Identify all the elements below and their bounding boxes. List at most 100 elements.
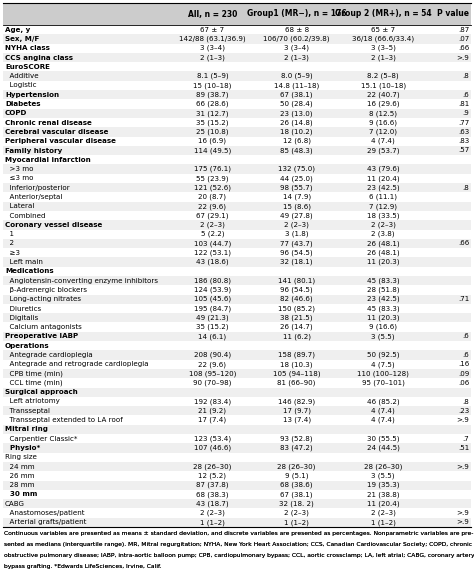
Text: 124 (53.9): 124 (53.9) — [194, 286, 231, 293]
Bar — [3, 462, 471, 471]
Text: Antegrade and retrograde cardioplegia: Antegrade and retrograde cardioplegia — [5, 361, 149, 367]
Bar — [3, 109, 471, 118]
Text: Coronary vessel disease: Coronary vessel disease — [5, 222, 102, 228]
Text: 11 (6.2): 11 (6.2) — [283, 333, 310, 340]
Text: 24 (44.5): 24 (44.5) — [367, 444, 400, 451]
Text: 2 (2–3): 2 (2–3) — [371, 510, 396, 517]
Text: .9: .9 — [462, 110, 469, 116]
Text: 22 (9.6): 22 (9.6) — [199, 361, 227, 368]
Text: 68 ± 8: 68 ± 8 — [284, 27, 309, 33]
Text: Anastomoses/patient: Anastomoses/patient — [5, 510, 84, 516]
Bar — [3, 146, 471, 155]
Text: 90 (70–98): 90 (70–98) — [193, 379, 232, 386]
Text: 107 (46.6): 107 (46.6) — [194, 444, 231, 451]
Text: 65 ± 7: 65 ± 7 — [371, 27, 395, 33]
Text: 6 (11.1): 6 (11.1) — [369, 193, 397, 200]
Text: 26 (14.8): 26 (14.8) — [280, 119, 313, 126]
Text: Diabetes: Diabetes — [5, 101, 40, 107]
Text: 2 (2–3): 2 (2–3) — [284, 221, 309, 228]
Text: 2 (2–3): 2 (2–3) — [200, 510, 225, 517]
Text: 3 (5.5): 3 (5.5) — [372, 472, 395, 479]
Text: 8 (12.5): 8 (12.5) — [369, 110, 397, 117]
Bar — [3, 518, 471, 527]
Text: 121 (52.6): 121 (52.6) — [194, 184, 231, 191]
Text: 45 (83.3): 45 (83.3) — [367, 277, 400, 284]
Bar — [3, 3, 471, 25]
Text: 15 (8.6): 15 (8.6) — [283, 203, 310, 210]
Text: 114 (49.5): 114 (49.5) — [194, 147, 231, 154]
Text: 122 (53.1): 122 (53.1) — [194, 249, 231, 256]
Text: Inferior/posterior: Inferior/posterior — [5, 185, 70, 191]
Text: EuroSCORE: EuroSCORE — [5, 64, 50, 70]
Text: 30 mm: 30 mm — [5, 492, 37, 497]
Text: Mitral ring: Mitral ring — [5, 426, 48, 432]
Text: 68 (38.3): 68 (38.3) — [196, 491, 228, 498]
Text: 141 (80.1): 141 (80.1) — [278, 277, 315, 284]
Text: 2 (1–3): 2 (1–3) — [371, 54, 396, 61]
Text: 142/88 (63.1/36.9): 142/88 (63.1/36.9) — [179, 35, 246, 42]
Text: 23 (13.0): 23 (13.0) — [281, 110, 313, 117]
Text: 28 (26–30): 28 (26–30) — [193, 463, 232, 470]
Text: 1 (1–2): 1 (1–2) — [371, 519, 396, 526]
Text: 17 (9.7): 17 (9.7) — [283, 407, 310, 414]
Bar — [3, 164, 471, 174]
Text: 16 (6.9): 16 (6.9) — [199, 138, 227, 145]
Text: 21 (9.2): 21 (9.2) — [199, 407, 227, 414]
Text: Sex, M/F: Sex, M/F — [5, 36, 39, 42]
Text: 67 (29.1): 67 (29.1) — [196, 212, 228, 219]
Text: CABG: CABG — [5, 501, 25, 507]
Text: obstructive pulmonary disease; IABP, intra-aortic balloon pump; CPB, cardiopulmo: obstructive pulmonary disease; IABP, int… — [4, 553, 474, 558]
Text: 18 (10.3): 18 (10.3) — [281, 361, 313, 368]
Text: Hypertension: Hypertension — [5, 92, 59, 98]
Text: 43 (18.7): 43 (18.7) — [196, 500, 229, 507]
Text: 11 (20.3): 11 (20.3) — [367, 314, 400, 321]
Text: Cerebral vascular disease: Cerebral vascular disease — [5, 129, 109, 135]
Text: 2 (1–3): 2 (1–3) — [200, 54, 225, 61]
Text: 7 (12.0): 7 (12.0) — [369, 128, 397, 135]
Text: >.9: >.9 — [456, 55, 469, 60]
Text: Anterior/septal: Anterior/septal — [5, 194, 63, 200]
Text: 68 (38.6): 68 (38.6) — [281, 482, 313, 489]
Text: 67 (38.1): 67 (38.1) — [281, 491, 313, 498]
Text: 195 (84.7): 195 (84.7) — [194, 305, 231, 312]
Text: Antegrade cardioplegia: Antegrade cardioplegia — [5, 352, 93, 358]
Text: .71: .71 — [458, 296, 469, 302]
Text: 50 (92.5): 50 (92.5) — [367, 352, 400, 358]
Text: 89 (38.7): 89 (38.7) — [196, 91, 228, 98]
Text: .57: .57 — [458, 148, 469, 153]
Text: Transseptal extended to LA roof: Transseptal extended to LA roof — [5, 417, 123, 423]
Text: 3 (5.5): 3 (5.5) — [372, 333, 395, 340]
Text: Digitalis: Digitalis — [5, 315, 38, 321]
Text: 22 (40.7): 22 (40.7) — [367, 91, 400, 98]
Text: 11 (20.4): 11 (20.4) — [367, 175, 400, 182]
Text: .66: .66 — [458, 45, 469, 51]
Text: 11 (20.4): 11 (20.4) — [367, 500, 400, 507]
Text: 20 (8.7): 20 (8.7) — [199, 193, 227, 200]
Text: .8: .8 — [462, 399, 469, 404]
Bar — [3, 276, 471, 285]
Bar — [3, 425, 471, 434]
Text: Preoperative IABP: Preoperative IABP — [5, 333, 78, 339]
Bar — [3, 406, 471, 415]
Text: 26 (14.7): 26 (14.7) — [280, 324, 313, 331]
Text: Chronic renal disease: Chronic renal disease — [5, 120, 92, 125]
Text: 9 (16.6): 9 (16.6) — [369, 324, 397, 331]
Text: Myocardial infarction: Myocardial infarction — [5, 157, 91, 163]
Bar — [3, 313, 471, 322]
Text: .6: .6 — [462, 92, 469, 98]
Text: CPB time (min): CPB time (min) — [5, 370, 63, 377]
Text: 43 (18.6): 43 (18.6) — [196, 259, 229, 266]
Text: 208 (90.4): 208 (90.4) — [194, 352, 231, 358]
Text: Family history: Family history — [5, 148, 62, 153]
Text: 55 (23.9): 55 (23.9) — [196, 175, 228, 182]
Text: 24 mm: 24 mm — [5, 464, 35, 469]
Text: 8.1 (5–9): 8.1 (5–9) — [197, 73, 228, 80]
Text: CCS angina class: CCS angina class — [5, 55, 73, 60]
Text: .23: .23 — [458, 408, 469, 414]
Text: 82 (46.6): 82 (46.6) — [280, 296, 313, 303]
Text: ≤3 mo: ≤3 mo — [5, 175, 34, 181]
Text: .8: .8 — [462, 185, 469, 191]
Text: Operations: Operations — [5, 343, 50, 349]
Text: 186 (80.8): 186 (80.8) — [194, 277, 231, 284]
Text: Group1 (MR−), n = 176: Group1 (MR−), n = 176 — [247, 9, 346, 19]
